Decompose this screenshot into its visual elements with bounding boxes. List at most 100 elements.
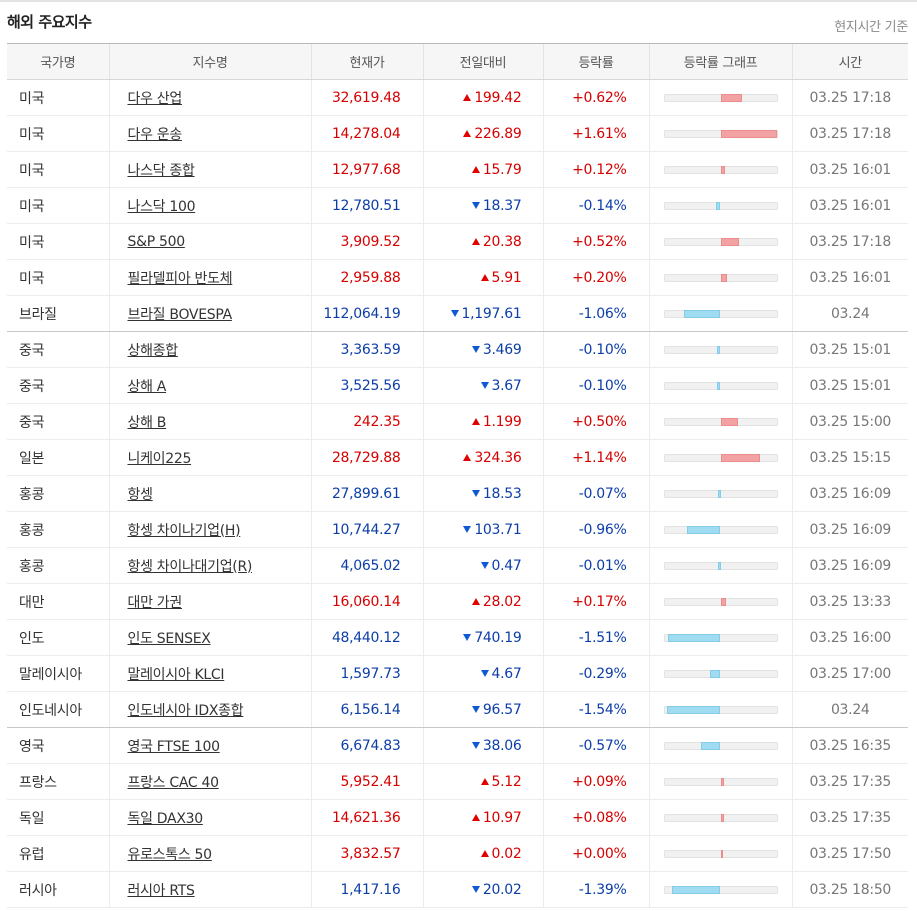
country-cell: 홍콩	[7, 475, 109, 512]
rate-bar	[720, 418, 738, 426]
index-link[interactable]: 영국 FTSE 100	[127, 738, 220, 755]
price-cell: 3,909.52	[310, 223, 423, 260]
index-name-cell: 다우 운송	[108, 115, 311, 152]
index-link[interactable]: 프랑스 CAC 40	[127, 774, 220, 791]
change-value: 20.38	[482, 233, 522, 250]
rate-bar-track	[663, 94, 778, 102]
index-link[interactable]: 대만 가권	[127, 594, 183, 611]
index-link[interactable]: 상해 B	[127, 414, 167, 431]
table-row: 프랑스 프랑스 CAC 40 5,952.41 5.12 +0.09% 03.25 17:…	[7, 763, 908, 800]
up-triangle-icon	[471, 237, 480, 245]
rate-bar	[717, 382, 721, 390]
index-link[interactable]: 인도네시아 IDX종합	[127, 702, 244, 719]
table-row: 홍콩 항셍 27,899.61 18.53 -0.07% 03.25 16:09	[7, 475, 908, 512]
rate-bar	[720, 94, 743, 102]
rate-bar-track	[663, 346, 778, 354]
up-triangle-icon	[463, 453, 472, 461]
rate-bar	[717, 490, 721, 498]
change-value: 28.02	[482, 593, 522, 610]
up-triangle-icon	[480, 777, 489, 785]
top-divider	[0, 0, 917, 2]
rate-graph-cell	[648, 475, 792, 512]
change-value: 324.36	[474, 449, 522, 466]
index-link[interactable]: 필라델피아 반도체	[127, 270, 233, 287]
change-value: 15.79	[482, 161, 522, 178]
time-cell: 03.25 17:50	[791, 835, 908, 872]
time-cell: 03.25 15:01	[791, 331, 908, 368]
rate-graph-cell	[648, 115, 792, 152]
rate-graph-cell	[648, 259, 792, 296]
rate-bar-track	[663, 814, 778, 822]
rate-bar-track	[663, 598, 778, 606]
col-header-rate-graph: 등락률 그래프	[648, 43, 792, 80]
country-cell: 미국	[7, 187, 109, 224]
col-header-rate: 등락률	[542, 43, 649, 80]
change-cell: 226.89	[422, 115, 543, 152]
index-link[interactable]: 인도 SENSEX	[127, 630, 211, 647]
country-cell: 인도	[7, 619, 109, 656]
rate-bar-track	[663, 850, 778, 858]
index-link[interactable]: S&P 500	[127, 233, 186, 250]
rate-graph-cell	[648, 691, 792, 728]
rate-bar	[720, 166, 725, 174]
index-link[interactable]: 다우 산업	[127, 90, 183, 107]
rate-cell: +0.50%	[542, 403, 649, 440]
change-value: 103.71	[474, 521, 522, 538]
rate-bar	[720, 778, 724, 786]
rate-bar-track	[663, 526, 778, 534]
price-cell: 2,959.88	[310, 259, 423, 296]
index-link[interactable]: 브라질 BOVESPA	[127, 306, 233, 323]
table-row: 중국 상해종합 3,363.59 3.469 -0.10% 03.25 15:01	[7, 331, 908, 368]
change-value: 18.37	[482, 197, 522, 214]
time-cell: 03.25 16:09	[791, 475, 908, 512]
rate-graph-cell	[648, 583, 792, 620]
index-link[interactable]: 나스닥 100	[127, 198, 196, 215]
change-cell: 10.97	[422, 799, 543, 836]
table-row: 중국 상해 B 242.35 1.199 +0.50% 03.25 15:00	[7, 403, 908, 440]
change-cell: 15.79	[422, 151, 543, 188]
rate-bar	[717, 346, 721, 354]
index-link[interactable]: 상해 A	[127, 378, 167, 395]
price-cell: 3,525.56	[310, 367, 423, 404]
change-cell: 199.42	[422, 79, 543, 116]
rate-cell: -1.39%	[542, 871, 649, 908]
country-cell: 영국	[7, 727, 109, 764]
index-link[interactable]: 다우 운송	[127, 126, 183, 143]
index-link[interactable]: 항셍 차이나대기업(R)	[127, 558, 253, 575]
change-cell: 20.02	[422, 871, 543, 908]
country-cell: 인도네시아	[7, 691, 109, 728]
index-link[interactable]: 나스닥 종합	[127, 162, 195, 179]
rate-cell: -0.10%	[542, 331, 649, 368]
index-link[interactable]: 독일 DAX30	[127, 810, 204, 827]
table-row: 인도네시아 인도네시아 IDX종합 6,156.14 96.57 -1.54% 03.24	[7, 691, 908, 728]
index-name-cell: 독일 DAX30	[108, 799, 311, 836]
rate-graph-cell	[648, 619, 792, 656]
up-triangle-icon	[480, 273, 489, 281]
index-name-cell: 항셍	[108, 475, 311, 512]
index-link[interactable]: 유로스톡스 50	[127, 846, 213, 863]
index-link[interactable]: 니케이225	[127, 450, 192, 467]
index-link[interactable]: 항셍 차이나기업(H)	[127, 522, 241, 539]
change-value: 20.02	[482, 881, 522, 898]
rate-graph-cell	[648, 79, 792, 116]
price-cell: 48,440.12	[310, 619, 423, 656]
index-name-cell: S&P 500	[108, 223, 311, 260]
price-cell: 1,417.16	[310, 871, 423, 908]
down-triangle-icon	[463, 525, 472, 533]
country-cell: 중국	[7, 331, 109, 368]
change-cell: 18.37	[422, 187, 543, 224]
time-cell: 03.25 13:33	[791, 583, 908, 620]
index-link[interactable]: 상해종합	[127, 342, 179, 359]
index-name-cell: 나스닥 종합	[108, 151, 311, 188]
rate-bar-track	[663, 418, 778, 426]
index-link[interactable]: 러시아 RTS	[127, 882, 195, 899]
down-triangle-icon	[480, 381, 489, 389]
index-link[interactable]: 말레이시아 KLCI	[127, 666, 225, 683]
rate-graph-cell	[648, 511, 792, 548]
timezone-note: 현지시간 기준	[834, 20, 908, 35]
time-cell: 03.25 15:00	[791, 403, 908, 440]
change-value: 5.12	[491, 773, 522, 790]
country-cell: 중국	[7, 367, 109, 404]
index-link[interactable]: 항셍	[127, 486, 153, 503]
price-cell: 14,621.36	[310, 799, 423, 836]
